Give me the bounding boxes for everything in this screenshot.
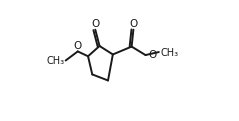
Text: CH₃: CH₃ bbox=[160, 48, 178, 58]
Text: O: O bbox=[129, 19, 137, 29]
Text: O: O bbox=[91, 19, 99, 29]
Text: CH₃: CH₃ bbox=[46, 56, 65, 66]
Text: O: O bbox=[149, 50, 157, 60]
Text: O: O bbox=[74, 41, 82, 51]
